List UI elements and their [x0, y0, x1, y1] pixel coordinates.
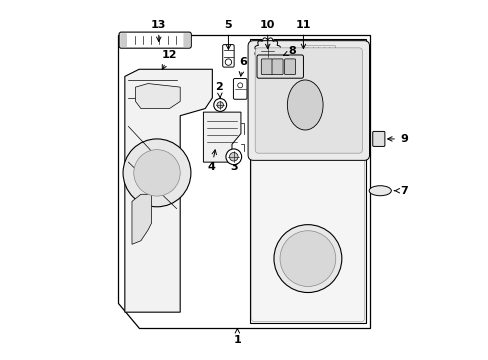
- FancyBboxPatch shape: [257, 55, 303, 78]
- Circle shape: [225, 149, 241, 165]
- Text: 6: 6: [238, 57, 246, 76]
- FancyBboxPatch shape: [222, 45, 234, 67]
- Text: 2: 2: [215, 82, 223, 98]
- FancyBboxPatch shape: [271, 59, 283, 75]
- Circle shape: [217, 102, 223, 108]
- Ellipse shape: [368, 186, 390, 196]
- Text: 9: 9: [387, 134, 407, 144]
- Text: 8: 8: [283, 46, 296, 57]
- FancyBboxPatch shape: [255, 48, 362, 153]
- Polygon shape: [249, 39, 365, 323]
- Polygon shape: [135, 84, 180, 109]
- Ellipse shape: [287, 80, 323, 130]
- Circle shape: [123, 139, 190, 207]
- Circle shape: [134, 150, 180, 196]
- Circle shape: [280, 231, 335, 287]
- Polygon shape: [203, 112, 241, 162]
- Text: 11: 11: [295, 19, 310, 49]
- Text: 7: 7: [393, 186, 407, 196]
- Circle shape: [237, 83, 242, 88]
- Circle shape: [213, 99, 226, 111]
- FancyBboxPatch shape: [261, 59, 272, 75]
- Text: 3: 3: [229, 153, 237, 172]
- Text: 1: 1: [233, 329, 241, 345]
- Text: 5: 5: [224, 19, 232, 49]
- FancyBboxPatch shape: [119, 32, 191, 48]
- FancyBboxPatch shape: [233, 78, 246, 99]
- Polygon shape: [118, 35, 369, 328]
- FancyBboxPatch shape: [284, 59, 295, 75]
- FancyBboxPatch shape: [120, 33, 127, 47]
- FancyBboxPatch shape: [183, 33, 190, 47]
- Circle shape: [225, 59, 231, 65]
- Text: 12: 12: [162, 50, 177, 69]
- Text: 4: 4: [207, 150, 216, 172]
- FancyBboxPatch shape: [372, 131, 384, 147]
- FancyBboxPatch shape: [247, 41, 369, 160]
- Circle shape: [229, 153, 238, 161]
- Polygon shape: [124, 69, 212, 312]
- Text: 13: 13: [151, 19, 166, 41]
- Text: 10: 10: [260, 19, 275, 49]
- Polygon shape: [254, 38, 280, 63]
- Polygon shape: [132, 194, 151, 244]
- FancyBboxPatch shape: [298, 42, 340, 59]
- Circle shape: [273, 225, 341, 293]
